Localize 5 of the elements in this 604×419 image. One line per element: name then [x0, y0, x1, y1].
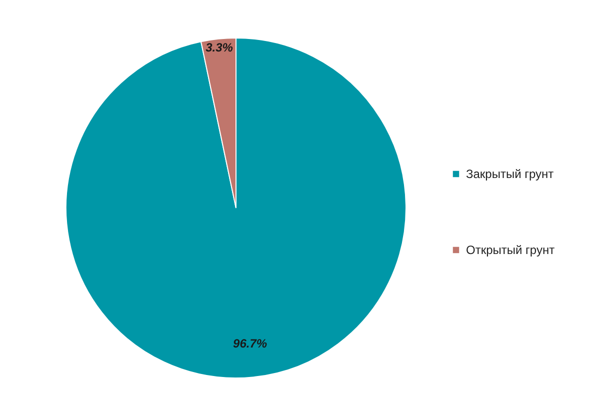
- data-label: 3.3%: [206, 40, 234, 54]
- legend-label: Закрытый грунт: [466, 167, 554, 181]
- pie-slice: [66, 38, 406, 378]
- legend-label: Открытый грунт: [466, 243, 556, 257]
- data-label: 96.7%: [233, 336, 268, 350]
